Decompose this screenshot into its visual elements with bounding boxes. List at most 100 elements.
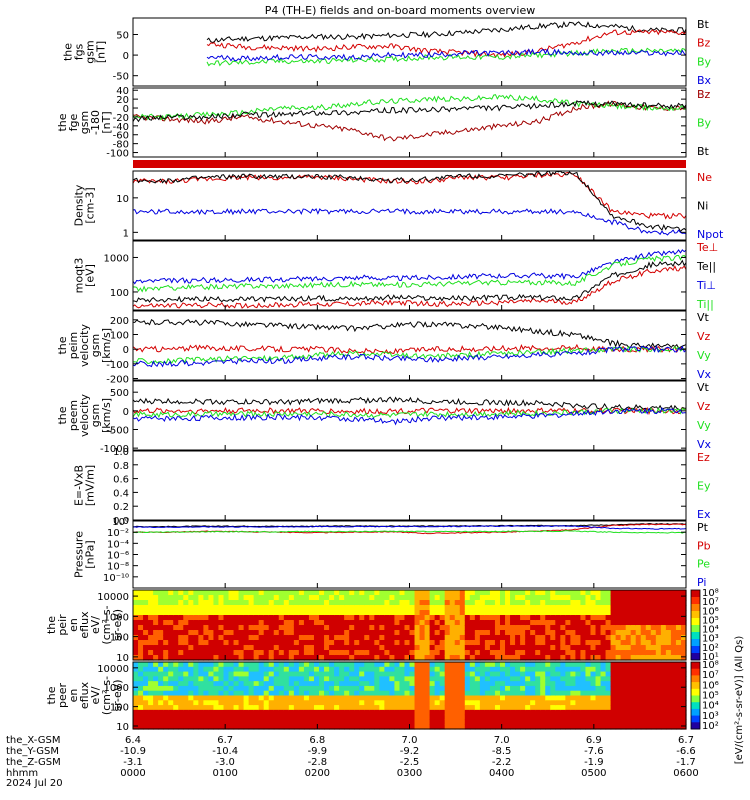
heatmap-cell: [263, 709, 270, 716]
heatmap-cell: [655, 655, 662, 661]
heatmap-cell: [575, 650, 582, 656]
heatmap-cell: [268, 605, 275, 611]
heatmap-cell: [640, 700, 647, 706]
heatmap-cell: [575, 719, 582, 725]
heatmap-cell: [540, 605, 546, 611]
heatmap-cell: [409, 666, 416, 673]
heatmap-cell: [324, 695, 330, 701]
heatmap-cell: [484, 590, 491, 596]
heatmap-cell: [590, 600, 597, 606]
heatmap-cell: [238, 690, 245, 697]
heatmap-cell: [630, 671, 637, 677]
heatmap-cell: [288, 719, 295, 725]
heatmap-cell: [253, 605, 260, 611]
heatmap-cell: [580, 600, 587, 606]
heatmap-cell: [359, 662, 365, 668]
heatmap-cell: [218, 681, 225, 687]
heatmap-cell: [675, 610, 682, 616]
heatmap-cell: [153, 666, 159, 673]
heatmap-cell: [308, 690, 315, 697]
heatmap-cell: [248, 610, 255, 616]
heatmap-cell: [510, 709, 516, 716]
heatmap-cell: [268, 625, 275, 631]
heatmap-cell: [263, 690, 270, 697]
heatmap-cell: [334, 662, 340, 668]
heatmap-cell: [655, 625, 662, 631]
heatmap-cell: [545, 620, 551, 626]
heatmap-cell: [675, 666, 682, 673]
heatmap-cell: [319, 685, 325, 692]
heatmap-cell: [444, 620, 451, 626]
footer-value: 0100: [212, 768, 237, 779]
heatmap-cell: [394, 595, 401, 601]
heatmap-cell: [525, 662, 531, 668]
heatmap-cell: [454, 630, 461, 636]
heatmap-cell: [464, 705, 471, 711]
heatmap-cell: [273, 620, 280, 626]
heatmap-cell: [550, 640, 556, 646]
heatmap-cell: [303, 650, 310, 656]
heatmap-cell: [153, 610, 159, 616]
heatmap-cell: [404, 640, 411, 646]
heatmap-cell: [505, 724, 511, 730]
heatmap-cell: [389, 595, 396, 601]
heatmap-cell: [570, 700, 576, 706]
heatmap-cell: [384, 655, 390, 661]
heatmap-cell: [163, 625, 169, 631]
y-tick-label: 10⁰: [112, 517, 129, 528]
heatmap-cell: [248, 695, 255, 701]
heatmap-cell: [419, 625, 426, 631]
footer-ephemeris: 2024 Jul 20 the_X-GSM 6.4 6.7 6.8 7.0 7.0 6.9 6…: [6, 735, 699, 789]
heatmap-cell: [580, 681, 587, 687]
heatmap-cell: [545, 635, 551, 641]
heatmap-cell: [469, 650, 476, 656]
heatmap-cell: [404, 681, 411, 687]
heatmap-cell: [163, 635, 169, 641]
heatmap-cell: [535, 685, 541, 692]
y-axis-label: Pressure: [73, 531, 86, 578]
heatmap-cell: [474, 625, 481, 631]
heatmap-cell: [288, 705, 295, 711]
heatmap-cell: [570, 590, 576, 596]
y-tick-label: 0.0: [113, 516, 129, 527]
heatmap-cell: [545, 640, 551, 646]
heatmap-cell: [469, 690, 476, 697]
colorbar-segment: [691, 597, 700, 605]
heatmap-cell: [359, 685, 365, 692]
heatmap-cell: [454, 705, 461, 711]
heatmap-cell: [505, 625, 511, 631]
heatmap-cell: [525, 685, 531, 692]
heatmap-cell: [148, 595, 154, 601]
heatmap-cell: [600, 650, 607, 656]
heatmap-cell: [409, 635, 416, 641]
heatmap-cell: [469, 705, 476, 711]
heatmap-cell: [173, 635, 179, 641]
heatmap-cell: [605, 635, 612, 641]
heatmap-cell: [283, 605, 290, 611]
heatmap-cell: [223, 630, 230, 636]
heatmap-cell: [344, 685, 350, 692]
heatmap-cell: [494, 724, 501, 730]
heatmap-cell: [665, 625, 672, 631]
heatmap-cell: [248, 671, 255, 677]
heatmap-cell: [444, 676, 451, 682]
heatmap-cell: [670, 666, 677, 673]
heatmap-cell: [620, 625, 627, 631]
heatmap-cell: [173, 595, 179, 601]
heatmap-cell: [233, 625, 240, 631]
heatmap-cell: [213, 620, 220, 626]
heatmap-cell: [288, 685, 295, 692]
heatmap-cell: [444, 635, 451, 641]
heatmap-cell: [484, 630, 491, 636]
heatmap-cell: [655, 705, 662, 711]
heatmap-cell: [308, 625, 315, 631]
heatmap-cell: [620, 590, 627, 596]
heatmap-cell: [273, 625, 280, 631]
heatmap-cell: [660, 690, 667, 697]
heatmap-cell: [148, 655, 154, 661]
heatmap-cell: [665, 700, 672, 706]
heatmap-cell: [349, 671, 355, 677]
heatmap-cell: [283, 595, 290, 601]
heatmap-cell: [138, 681, 144, 687]
heatmap-cell: [223, 590, 230, 596]
